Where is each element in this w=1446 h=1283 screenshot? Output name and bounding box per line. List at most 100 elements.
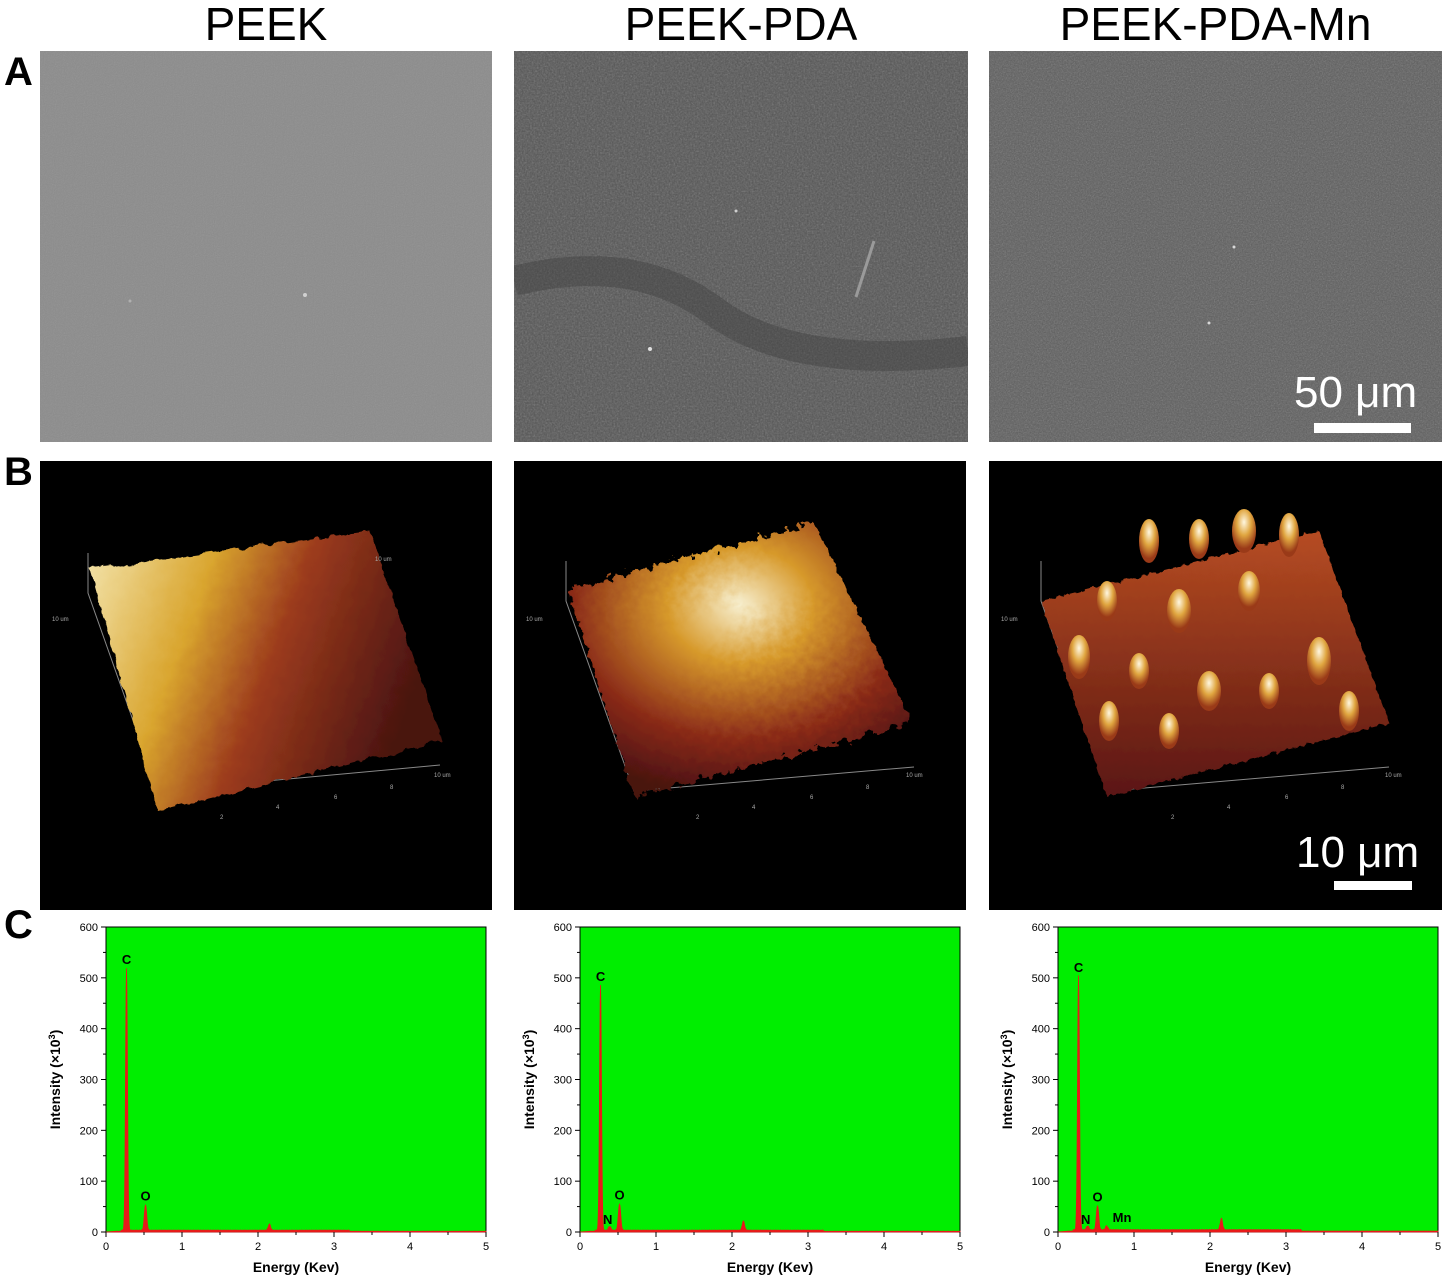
peak-label: N xyxy=(1081,1212,1090,1227)
y-tick-label: 600 xyxy=(1032,922,1050,934)
sem-texture xyxy=(989,51,1442,442)
peak-label: N xyxy=(603,1212,612,1227)
afm-axis-tick: 4 xyxy=(276,805,280,811)
afm-axis-end-label: 10 um xyxy=(526,617,543,623)
afm-image-peek: 10 um 10 um 10 um 2 4 6 8 xyxy=(40,461,492,910)
y-tick-label: 300 xyxy=(80,1075,98,1087)
y-tick-label: 200 xyxy=(554,1125,572,1137)
y-tick-label: 0 xyxy=(566,1227,572,1239)
peak-label: C xyxy=(1074,960,1084,975)
x-tick-label: 3 xyxy=(1283,1241,1289,1253)
y-axis-label: Intensity (×103) xyxy=(47,1030,63,1130)
afm-axis-tick: 6 xyxy=(334,795,338,801)
afm-axis-tick: 2 xyxy=(220,815,224,821)
x-tick-label: 1 xyxy=(653,1241,659,1253)
afm-axis-tick: 2 xyxy=(696,815,700,821)
afm-axis-end-label: 10 um xyxy=(1385,773,1402,779)
sem-texture xyxy=(40,51,492,442)
afm-axis-end-label: 10 um xyxy=(52,617,69,623)
x-axis-label: Energy (Kev) xyxy=(727,1259,813,1275)
afm-surface: 10 um 10 um 2 4 6 8 xyxy=(1001,509,1402,821)
y-tick-label: 400 xyxy=(554,1024,572,1036)
sem-texture xyxy=(514,51,968,442)
spectrum-area xyxy=(1057,975,1439,1233)
column-title-peek-pda: PEEK-PDA xyxy=(624,0,858,50)
x-tick-label: 4 xyxy=(881,1241,887,1253)
y-tick-label: 300 xyxy=(554,1075,572,1087)
sem-scale-bar-label: 50 μm xyxy=(1294,368,1418,417)
row-label-c: C xyxy=(4,903,33,947)
row-label-b: B xyxy=(4,450,33,494)
y-tick-label: 0 xyxy=(1044,1227,1050,1239)
afm-surface: 10 um 10 um 10 um 2 4 6 8 xyxy=(52,531,451,821)
sem-image-peek xyxy=(40,51,492,442)
y-tick-label: 500 xyxy=(1032,973,1050,985)
y-tick-label: 300 xyxy=(1032,1075,1050,1087)
row-label-a: A xyxy=(4,50,33,94)
afm-axis-tick: 2 xyxy=(1171,815,1175,821)
afm-axis-tick: 4 xyxy=(1227,805,1231,811)
spectrum-area xyxy=(579,985,961,1233)
y-axis-label: Intensity (×103) xyxy=(521,1030,537,1130)
spectrum-area xyxy=(105,968,487,1233)
x-tick-label: 3 xyxy=(805,1241,811,1253)
peak-label: Mn xyxy=(1113,1210,1132,1225)
x-tick-label: 4 xyxy=(407,1241,413,1253)
afm-axis-tick: 6 xyxy=(1285,795,1289,801)
y-tick-label: 600 xyxy=(80,922,98,934)
y-tick-label: 500 xyxy=(80,973,98,985)
afm-image-peek-pda: 10 um 10 um 2 4 6 8 xyxy=(514,461,966,910)
y-axis-label: Intensity (×103) xyxy=(999,1030,1015,1130)
afm-peaks xyxy=(1068,509,1359,749)
x-tick-label: 1 xyxy=(1131,1241,1137,1253)
y-tick-label: 100 xyxy=(80,1176,98,1188)
y-tick-label: 0 xyxy=(92,1227,98,1239)
x-tick-label: 1 xyxy=(179,1241,185,1253)
afm-axis-end-label: 10 um xyxy=(1001,617,1018,623)
x-tick-label: 0 xyxy=(577,1241,583,1253)
sem-image-peek-pda-mn: 50 μm xyxy=(989,51,1442,442)
afm-surface: 10 um 10 um 2 4 6 8 xyxy=(526,523,923,821)
x-tick-label: 4 xyxy=(1359,1241,1365,1253)
afm-axis-end-label: 10 um xyxy=(906,773,923,779)
afm-scale-bar-label: 10 μm xyxy=(1296,828,1420,877)
peak-label: C xyxy=(596,969,606,984)
afm-scale-bar xyxy=(1334,881,1412,890)
peak-label: O xyxy=(614,1188,624,1203)
peak-label: O xyxy=(140,1189,150,1204)
y-tick-label: 600 xyxy=(554,922,572,934)
afm-axis-tick: 4 xyxy=(752,805,756,811)
plot-area xyxy=(105,926,487,1233)
plot-area xyxy=(579,926,961,1233)
sem-image-peek-pda xyxy=(514,51,968,442)
afm-image-peek-pda-mn: 10 um 10 um 2 4 6 8 10 μm xyxy=(989,461,1442,910)
x-axis-label: Energy (Kev) xyxy=(253,1259,339,1275)
y-tick-label: 100 xyxy=(554,1176,572,1188)
column-title-peek: PEEK xyxy=(204,0,328,50)
x-tick-label: 2 xyxy=(729,1241,735,1253)
eds-chart-peek-pda: C N O 0 1 2 3 4 5 0 100 200 300 400 500 600 Energy (Kev)… xyxy=(514,915,966,1283)
afm-axis-end-label: 10 um xyxy=(375,557,392,563)
afm-axis-tick: 6 xyxy=(810,795,814,801)
y-tick-label: 400 xyxy=(1032,1024,1050,1036)
y-tick-label: 400 xyxy=(80,1024,98,1036)
x-tick-label: 5 xyxy=(483,1241,489,1253)
y-tick-label: 200 xyxy=(1032,1125,1050,1137)
afm-axis-end-label: 10 um xyxy=(434,773,451,779)
peak-label: O xyxy=(1092,1190,1102,1205)
afm-axis-tick: 8 xyxy=(390,785,394,791)
sem-scale-bar xyxy=(1314,423,1411,433)
y-tick-label: 100 xyxy=(1032,1176,1050,1188)
eds-chart-peek: C O 0 1 2 3 4 5 0 100 200 300 400 500 600 Energy (Kev) I… xyxy=(40,915,492,1283)
plot-area xyxy=(1057,926,1439,1233)
x-tick-label: 2 xyxy=(255,1241,261,1253)
x-tick-label: 0 xyxy=(1055,1241,1061,1253)
x-tick-label: 2 xyxy=(1207,1241,1213,1253)
x-tick-label: 0 xyxy=(103,1241,109,1253)
column-title-peek-pda-mn: PEEK-PDA-Mn xyxy=(1059,0,1372,50)
x-tick-label: 3 xyxy=(331,1241,337,1253)
y-tick-label: 200 xyxy=(80,1125,98,1137)
afm-axis-tick: 8 xyxy=(1341,785,1345,791)
x-axis-label: Energy (Kev) xyxy=(1205,1259,1291,1275)
x-tick-label: 5 xyxy=(1435,1241,1441,1253)
